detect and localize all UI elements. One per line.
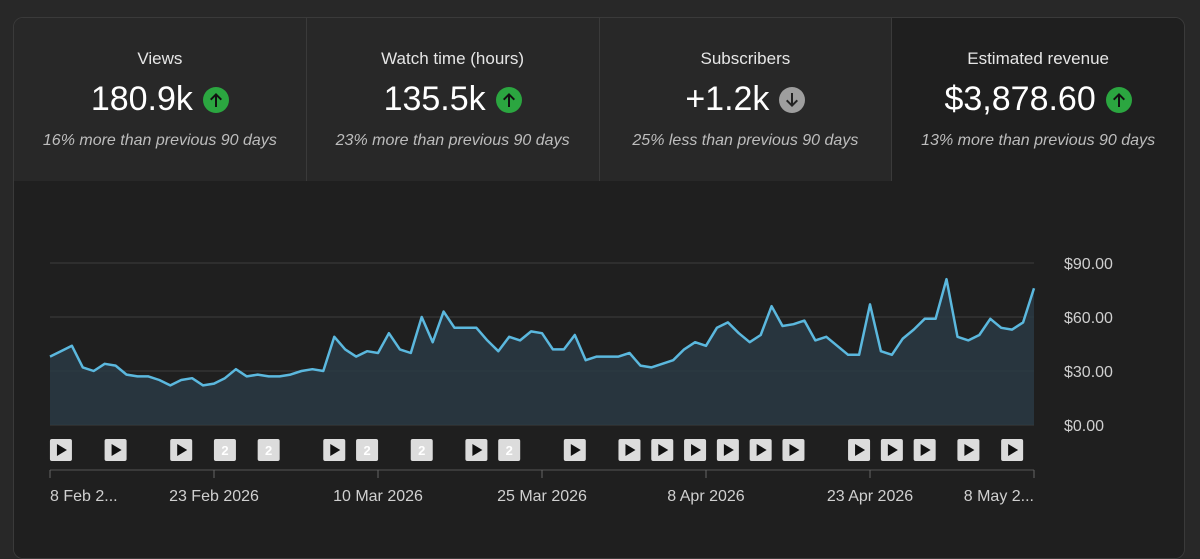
y-tick-label: $0.00 <box>1064 418 1104 435</box>
metric-label: Views <box>137 49 183 68</box>
metric-value: $3,878.60 <box>944 80 1096 118</box>
metric-compare: 13% more than previous 90 days <box>921 132 1156 149</box>
play-icon <box>177 444 188 456</box>
video-marker[interactable] <box>213 439 236 461</box>
x-tick-label: 8 Apr 2026 <box>667 488 745 505</box>
play-icon <box>691 444 702 456</box>
metric-value: 135.5k <box>383 80 486 118</box>
marker-count-label: 2 <box>506 443 513 458</box>
metric-card-watch-time[interactable]: Watch time (hours) 135.5k 23% more than … <box>306 18 600 181</box>
x-tick-label: 8 Feb 2... <box>50 488 118 505</box>
metric-label: Subscribers <box>700 49 791 68</box>
x-tick-label: 8 May 2... <box>964 488 1034 505</box>
play-icon <box>56 444 67 456</box>
play-icon <box>920 444 931 456</box>
revenue-chart: $0.00 $30.00 $60.00 $90.00 2 2 2 2 2 8 Feb 2... 23… <box>14 181 1184 558</box>
marker-count-label: 2 <box>418 443 425 458</box>
play-icon <box>625 444 636 456</box>
play-icon <box>1008 444 1019 456</box>
metric-value: +1.2k <box>685 80 770 118</box>
play-icon <box>789 444 800 456</box>
play-icon <box>723 444 734 456</box>
metric-card-subscribers[interactable]: Subscribers +1.2k 25% less than previous… <box>599 18 893 181</box>
y-tick-label: $30.00 <box>1064 364 1113 381</box>
arrow-down-icon <box>779 86 806 113</box>
x-tick-label: 23 Feb 2026 <box>169 488 259 505</box>
play-icon <box>570 444 581 456</box>
arrow-up-icon <box>202 86 229 113</box>
play-icon <box>111 444 122 456</box>
arrow-up-icon <box>1105 86 1132 113</box>
metric-cards: Views 180.9k 16% more than previous 90 d… <box>14 18 1184 181</box>
play-icon <box>887 444 898 456</box>
play-icon <box>964 444 975 456</box>
metric-label: Watch time (hours) <box>381 49 525 68</box>
x-tick-label: 25 Mar 2026 <box>497 488 587 505</box>
video-marker[interactable] <box>356 439 379 461</box>
y-tick-label: $90.00 <box>1064 256 1113 273</box>
arrow-up-icon <box>495 86 522 113</box>
video-marker[interactable] <box>257 439 280 461</box>
marker-count-label: 2 <box>265 443 272 458</box>
revenue-area <box>50 279 1034 425</box>
x-tick-label: 10 Mar 2026 <box>333 488 423 505</box>
play-icon <box>658 444 669 456</box>
analytics-panel: Views 180.9k 16% more than previous 90 d… <box>13 17 1185 559</box>
play-icon <box>330 444 341 456</box>
revenue-chart-svg: $0.00 $30.00 $60.00 $90.00 2 2 2 2 2 8 Feb 2... 23… <box>49 256 1113 505</box>
x-tick-label: 23 Apr 2026 <box>827 488 913 505</box>
play-icon <box>472 444 483 456</box>
metric-value: 180.9k <box>90 80 193 118</box>
marker-count-label: 2 <box>363 443 370 458</box>
play-icon <box>855 444 866 456</box>
metric-label: Estimated revenue <box>967 49 1109 68</box>
y-tick-label: $60.00 <box>1064 310 1113 327</box>
metric-compare: 23% more than previous 90 days <box>335 132 570 149</box>
video-marker[interactable] <box>410 439 433 461</box>
video-marker[interactable] <box>498 439 521 461</box>
metric-card-views[interactable]: Views 180.9k 16% more than previous 90 d… <box>14 18 307 181</box>
revenue-line <box>49 277 1036 387</box>
metric-compare: 25% less than previous 90 days <box>632 132 859 149</box>
play-icon <box>756 444 767 456</box>
metric-card-revenue[interactable]: Estimated revenue $3,878.60 13% more tha… <box>892 18 1184 181</box>
metric-compare: 16% more than previous 90 days <box>42 132 277 149</box>
marker-count-label: 2 <box>221 443 228 458</box>
